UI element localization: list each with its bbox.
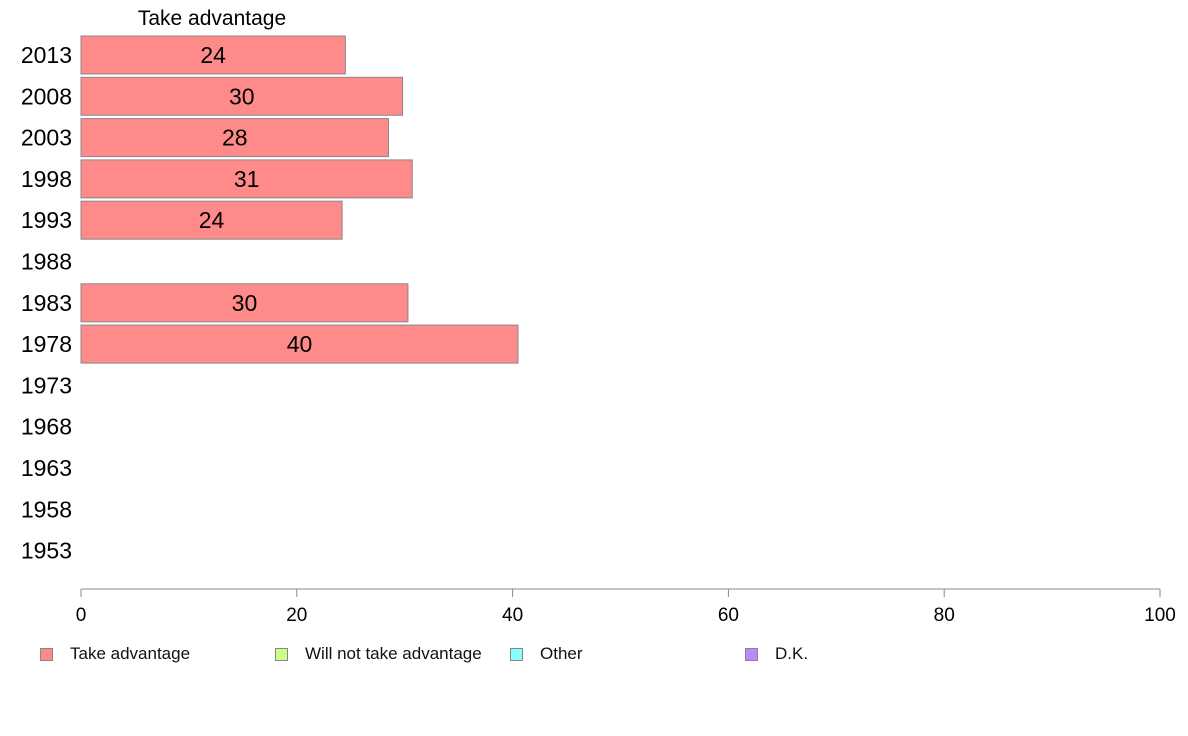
chart-title: Take advantage [138,7,286,30]
bar-label-2003: 28 [222,125,248,151]
x-tick-label-20: 20 [286,605,307,626]
legend-item-other: Other [510,640,583,668]
y-tick-label-1973: 1973 [21,372,72,398]
x-tick-label-60: 60 [718,605,739,626]
legend-swatch-dk [745,647,758,661]
bars [80,35,519,364]
y-tick-label-1993: 1993 [21,207,72,233]
bar-1978 [80,324,519,364]
legend-label: Will not take advantage [305,644,482,663]
bar-2008 [80,76,404,116]
legend-item-will-not-take-advantage: Will not take advantage [275,640,482,668]
bar-label-1983: 30 [232,290,258,316]
bar-label-2013: 24 [200,42,226,68]
bar-1993 [80,200,343,240]
y-tick-label-1953: 1953 [21,538,72,564]
y-tick-label-1978: 1978 [21,331,72,357]
legend-label: Other [540,644,583,663]
x-axis: 0 20 40 60 80 100 [76,588,1176,626]
y-axis-labels: 2013 2008 2003 1998 1993 1988 1983 1978 1973 1968… [21,42,72,564]
y-tick-label-1958: 1958 [21,496,72,522]
bar-label-2008: 30 [229,83,255,109]
x-tick-label-40: 40 [502,605,523,626]
legend-label: Take advantage [70,644,191,663]
legend-item-take-advantage: Take advantage [40,640,190,668]
y-tick-label-1968: 1968 [21,414,72,440]
legend: Take advantage Will not take advantage O… [0,640,1188,668]
x-tick-label-80: 80 [934,605,955,626]
legend-label: D.K. [775,644,809,663]
y-tick-label-1983: 1983 [21,290,72,316]
x-tick-label-0: 0 [76,605,87,626]
legend-swatch-will-not-take-advantage [275,647,288,661]
bar-1983 [80,283,409,323]
y-tick-label-2008: 2008 [21,83,72,109]
y-tick-label-1998: 1998 [21,166,72,192]
x-tick-label-100: 100 [1144,605,1176,626]
bar-label-1998: 31 [234,166,260,192]
bar-label-1993: 24 [199,207,225,233]
bar-2003 [80,118,390,158]
legend-swatch-other [510,647,523,661]
bar-1998 [80,159,413,199]
legend-swatch-take-advantage [40,647,53,661]
bar-label-1978: 40 [287,331,313,357]
legend-item-dk: D.K. [745,640,808,668]
y-tick-label-2003: 2003 [21,125,72,151]
y-tick-label-1988: 1988 [21,249,72,275]
bar-2013 [80,35,346,75]
y-tick-label-1963: 1963 [21,455,72,481]
y-tick-label-2013: 2013 [21,42,72,68]
